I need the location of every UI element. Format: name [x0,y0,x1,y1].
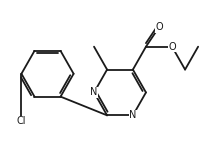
Text: N: N [129,110,137,120]
Text: O: O [155,22,163,32]
Text: N: N [90,87,98,97]
Text: O: O [168,42,176,52]
Text: Cl: Cl [17,116,26,126]
